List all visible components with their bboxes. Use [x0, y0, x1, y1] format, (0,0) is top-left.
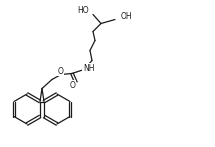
Text: O: O	[70, 81, 75, 90]
Text: OH: OH	[120, 12, 132, 21]
Text: HO: HO	[77, 6, 89, 15]
Text: O: O	[58, 66, 63, 76]
Text: NH: NH	[83, 64, 94, 72]
